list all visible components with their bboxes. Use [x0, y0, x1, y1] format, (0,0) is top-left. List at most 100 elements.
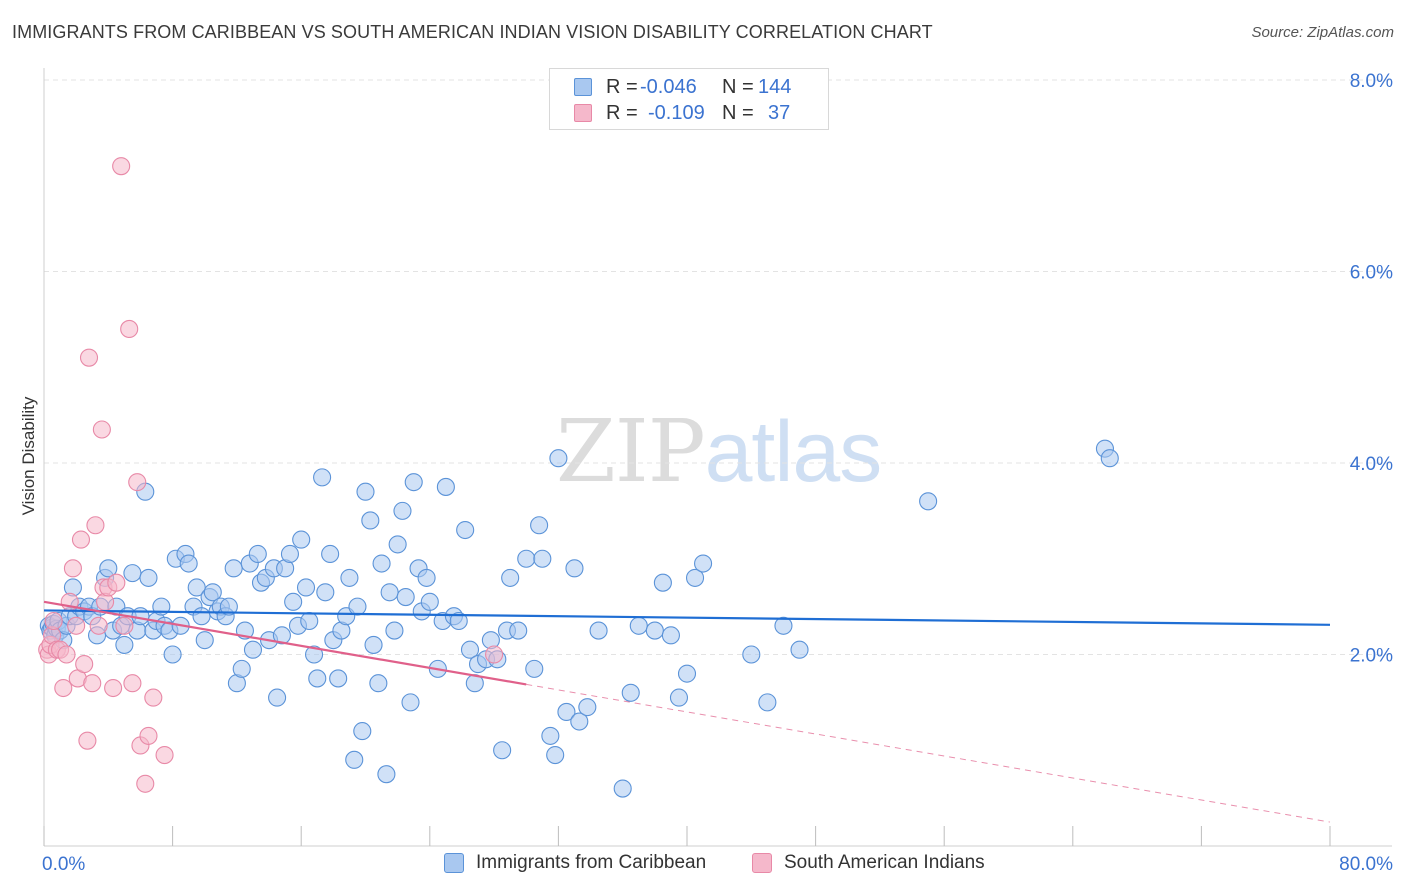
point-caribbean: [685, 568, 705, 587]
watermark: ZIPatlas: [556, 402, 883, 502]
point-south-american-indian: [67, 616, 86, 635]
point-south-american-indian: [115, 616, 134, 635]
point-caribbean: [248, 544, 267, 564]
point-caribbean: [329, 669, 348, 688]
point-caribbean: [385, 621, 404, 640]
point-caribbean: [578, 698, 597, 717]
legend-n-value: 37: [768, 101, 791, 124]
point-caribbean: [919, 492, 938, 511]
point-caribbean: [372, 554, 391, 573]
point-caribbean: [613, 779, 632, 798]
point-caribbean: [192, 607, 211, 626]
point-caribbean: [401, 693, 420, 712]
point-south-american-indian: [104, 678, 123, 698]
point-caribbean: [321, 544, 340, 564]
trend-lines: [43, 600, 1331, 823]
point-caribbean: [493, 741, 512, 760]
point-caribbean: [546, 745, 565, 765]
point-south-american-indian: [128, 473, 147, 492]
point-caribbean: [460, 640, 480, 659]
point-caribbean: [694, 554, 713, 573]
point-south-american-indian: [139, 726, 158, 745]
point-caribbean: [292, 530, 311, 549]
point-caribbean: [742, 645, 761, 664]
point-caribbean: [203, 583, 222, 602]
watermark-atlas: atlas: [704, 404, 883, 500]
x-tick-label-min: 0.0%: [42, 854, 85, 875]
point-south-american-indian: [79, 348, 99, 367]
point-caribbean: [456, 520, 475, 540]
point-caribbean: [420, 592, 439, 611]
point-caribbean: [340, 568, 359, 587]
point-caribbean: [356, 482, 375, 501]
point-caribbean: [296, 578, 316, 597]
point-caribbean: [790, 640, 809, 659]
point-south-american-indian: [83, 674, 102, 693]
legend-r-label: R =: [606, 75, 638, 98]
point-caribbean: [449, 611, 468, 631]
point-caribbean: [163, 645, 182, 664]
point-caribbean: [369, 674, 388, 693]
point-caribbean: [541, 726, 560, 745]
point-caribbean: [589, 621, 608, 640]
point-caribbean: [517, 549, 536, 568]
point-caribbean: [1100, 449, 1119, 468]
point-caribbean: [377, 765, 396, 784]
point-caribbean: [549, 449, 568, 468]
legend-row-caribbean: R = -0.046 N = 144: [574, 75, 798, 99]
point-caribbean: [380, 583, 399, 602]
ticks: 2.0% 4.0% 6.0% 8.0% 0.0% 80.0%: [42, 71, 1393, 875]
point-caribbean: [308, 669, 327, 688]
trend-line-solid: [43, 600, 527, 686]
point-south-american-indian: [92, 420, 111, 439]
point-caribbean: [388, 535, 407, 554]
point-caribbean: [645, 621, 664, 640]
point-caribbean: [393, 501, 412, 520]
point-caribbean: [557, 702, 576, 722]
legend-item-south-american-indians[interactable]: South American Indians: [752, 852, 985, 874]
point-caribbean: [661, 626, 680, 645]
point-south-american-indian: [155, 745, 174, 765]
point-south-american-indian: [86, 516, 105, 535]
point-caribbean: [758, 693, 777, 712]
point-caribbean: [348, 597, 367, 616]
legend-item-caribbean[interactable]: Immigrants from Caribbean: [444, 852, 706, 874]
point-caribbean: [404, 473, 423, 492]
legend-swatch-pink: [574, 104, 592, 122]
y-tick-label: 2.0%: [1350, 646, 1393, 667]
point-south-american-indian: [63, 559, 82, 578]
point-caribbean: [417, 568, 436, 587]
legend-n-label: N =: [722, 75, 754, 98]
axes: [43, 68, 1392, 847]
series-caribbean-points: [39, 439, 1119, 798]
legend-r-label: R =: [606, 101, 638, 124]
point-caribbean: [677, 664, 697, 683]
point-south-american-indian: [112, 157, 131, 176]
trend-line-solid: [43, 609, 1331, 626]
point-caribbean: [345, 750, 364, 769]
legend-label-caribbean: Immigrants from Caribbean: [476, 852, 707, 873]
point-caribbean: [131, 607, 150, 626]
point-caribbean: [629, 616, 648, 635]
point-caribbean: [232, 659, 251, 678]
point-caribbean: [219, 597, 238, 616]
point-caribbean: [280, 544, 299, 564]
point-south-american-indian: [485, 645, 504, 664]
point-caribbean: [533, 549, 552, 568]
point-caribbean: [316, 583, 335, 602]
point-caribbean: [284, 592, 303, 611]
point-caribbean: [99, 559, 118, 578]
y-tick-label: 4.0%: [1350, 454, 1393, 475]
point-caribbean: [396, 587, 415, 607]
point-caribbean: [364, 635, 383, 654]
correlation-legend: R = -0.046 N = 144 R = -0.109 N = 37: [549, 68, 829, 130]
point-south-american-indian: [136, 774, 155, 793]
point-south-american-indian: [44, 611, 63, 631]
point-caribbean: [115, 635, 134, 654]
legend-swatch-pink: [752, 853, 772, 873]
point-caribbean: [179, 554, 198, 573]
point-caribbean: [272, 626, 291, 645]
point-caribbean: [570, 712, 589, 731]
y-axis-label: Vision Disability: [19, 396, 38, 515]
point-caribbean: [530, 516, 549, 535]
